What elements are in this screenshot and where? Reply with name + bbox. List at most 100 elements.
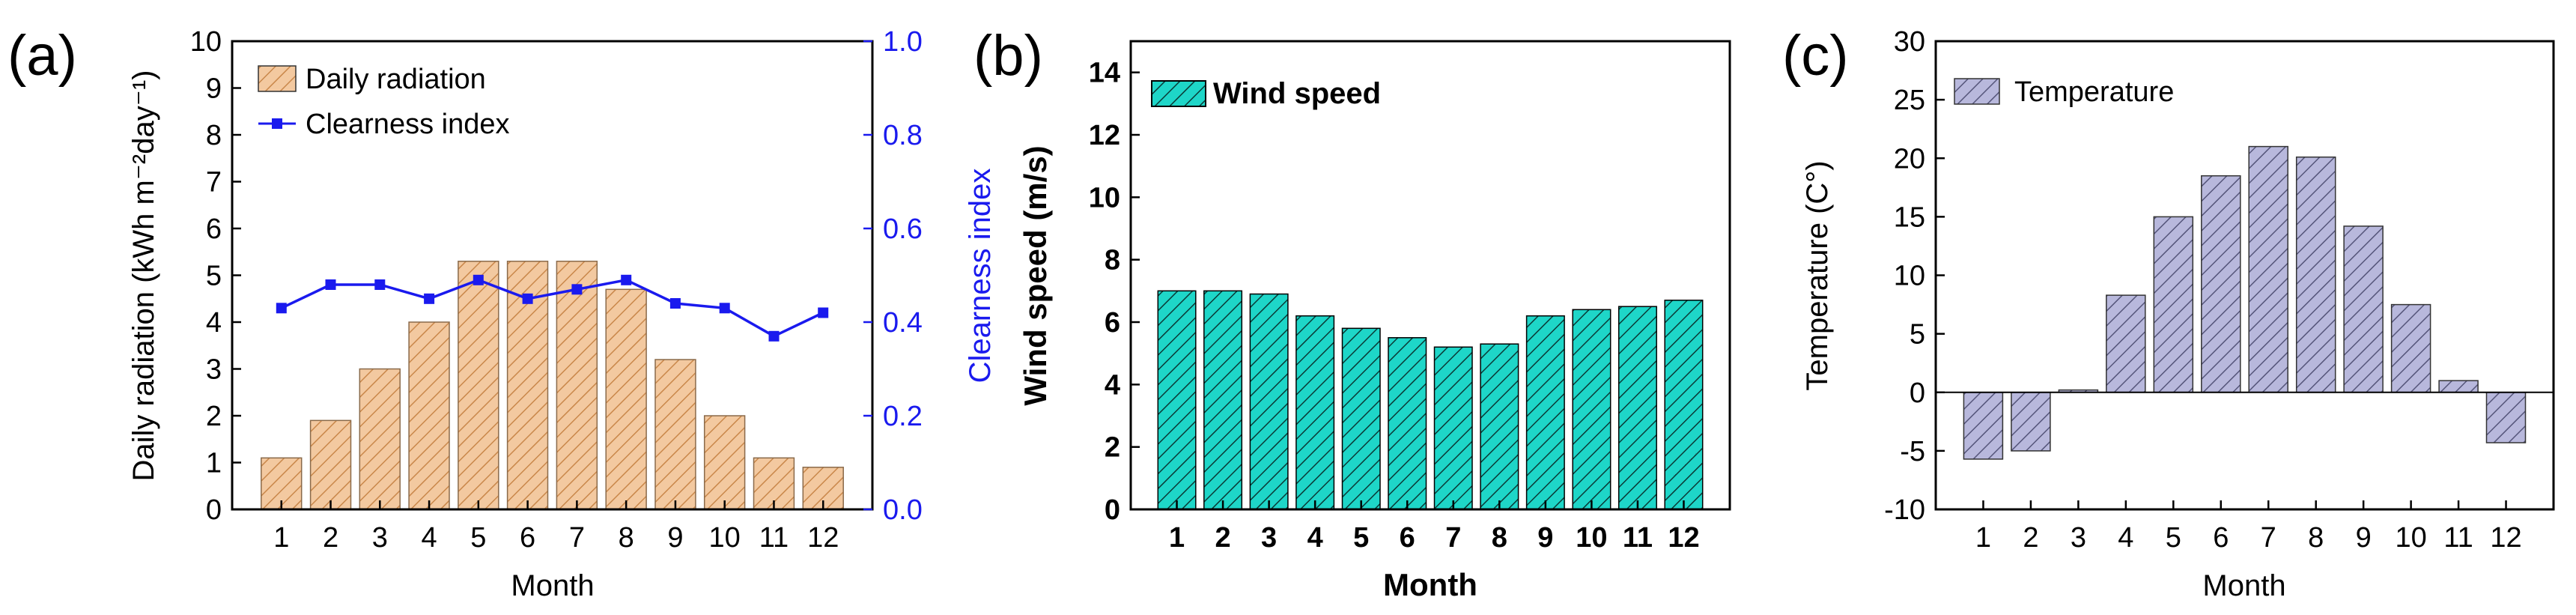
clearness-point-5 <box>473 274 484 285</box>
x-tick-label: 2 <box>323 522 338 554</box>
y-tick-label: 10 <box>1894 261 1925 292</box>
panel-a-x-ticks: 1 2 3 4 5 6 7 8 9 10 11 12 <box>273 500 839 554</box>
panel-b-y-ticks: 0 2 4 6 8 10 12 14 <box>1089 58 1140 526</box>
x-tick-label: 3 <box>372 522 388 554</box>
y2-tick-label: 0.4 <box>883 307 923 339</box>
panel-a-bars <box>261 261 844 510</box>
panel-a-legend: Daily radiation Clearness index <box>258 64 509 140</box>
panel-a-y2-axis-title: Clearness index <box>964 169 997 384</box>
bar-5 <box>2153 216 2194 393</box>
bar-4 <box>408 321 450 510</box>
panel-b-x-ticks: 1 2 3 4 5 6 7 8 9 10 11 12 <box>1169 500 1700 554</box>
clearness-point-3 <box>374 279 386 290</box>
panel-b-x-axis-title: Month <box>1383 567 1477 602</box>
x-tick-label: 10 <box>709 522 741 554</box>
x-tick-label: 3 <box>2071 522 2086 554</box>
clearness-point-6 <box>522 293 533 304</box>
bar-5 <box>458 261 499 510</box>
bar-10 <box>703 415 746 510</box>
legend-swatch-temperature <box>1954 78 2000 105</box>
bar-7 <box>556 261 598 510</box>
y-tick-label: 0 <box>1105 494 1120 526</box>
panel-b-plot-frame <box>1129 40 1731 511</box>
x-tick-label: 6 <box>520 522 535 554</box>
x-tick-label: 7 <box>1445 522 1461 554</box>
y-tick-label: 30 <box>1894 26 1925 58</box>
bar-6 <box>2201 175 2241 393</box>
x-tick-label: 2 <box>2023 522 2038 554</box>
panel-a-y-axis-title: Daily radiation (kWh m⁻²day⁻¹) <box>127 70 160 481</box>
x-tick-label: 4 <box>422 522 437 554</box>
x-tick-label: 12 <box>807 522 839 554</box>
bar-2 <box>2011 392 2051 452</box>
x-tick-label: 8 <box>2308 522 2324 554</box>
panel-a-y2-ticks: 0.0 0.2 0.4 0.6 0.8 1.0 <box>863 26 923 526</box>
y-tick-label: 25 <box>1894 85 1925 116</box>
x-tick-label: 7 <box>2261 522 2276 554</box>
clearness-point-11 <box>768 330 780 342</box>
x-tick-label: 4 <box>1307 522 1323 554</box>
panel-c-label: (c) <box>1782 24 1849 88</box>
bar-7 <box>2248 145 2288 393</box>
x-tick-label: 11 <box>2443 522 2473 554</box>
bar-10 <box>2390 303 2431 393</box>
x-tick-label: 12 <box>2490 522 2521 554</box>
panel-a-y-ticks: 0 1 2 3 4 5 6 7 8 9 10 <box>190 26 241 526</box>
y-tick-label: 14 <box>1089 58 1120 89</box>
y-tick-label: 20 <box>1894 143 1925 175</box>
clearness-point-7 <box>571 284 583 295</box>
panel-a-label: (a) <box>7 24 77 88</box>
y-tick-label: 7 <box>206 167 222 199</box>
bar-8 <box>1480 343 1519 510</box>
x-tick-label: 11 <box>1623 522 1653 554</box>
clearness-point-8 <box>621 274 632 285</box>
y-tick-label: 10 <box>190 26 222 58</box>
clearness-point-9 <box>669 298 681 309</box>
clearness-index-line <box>281 278 824 338</box>
panel-c-y-axis-title: Temperature (C°) <box>1801 160 1834 390</box>
x-tick-label: 1 <box>1975 522 1991 554</box>
bar-9 <box>1525 315 1565 510</box>
x-tick-label: 1 <box>273 522 289 554</box>
x-tick-label: 11 <box>759 522 789 554</box>
legend-swatch-wind-speed <box>1151 80 1206 107</box>
y-tick-label: 12 <box>1089 120 1120 151</box>
x-tick-label: 3 <box>1261 522 1277 554</box>
x-tick-label: 12 <box>1668 522 1699 554</box>
bar-8 <box>2295 156 2336 393</box>
panel-b-label: (b) <box>973 24 1043 88</box>
bar-9 <box>2343 225 2384 393</box>
bar-12 <box>2485 392 2527 443</box>
y-tick-label: 0 <box>1910 378 1925 409</box>
panel-c-y-ticks: -10 -5 0 5 10 15 20 25 30 <box>1884 26 1945 526</box>
bar-7 <box>1433 346 1473 510</box>
bar-11 <box>1617 306 1657 510</box>
y-tick-label: 5 <box>1910 319 1925 351</box>
bar-2 <box>1203 290 1243 510</box>
x-tick-label: 8 <box>1492 522 1507 554</box>
y-tick-label: 2 <box>206 401 222 432</box>
panel-c-bars <box>1963 145 2527 460</box>
x-tick-label: 1 <box>1169 522 1185 554</box>
y-tick-label: 8 <box>1105 245 1120 276</box>
clearness-point-1 <box>276 303 287 314</box>
bar-4 <box>1295 315 1335 510</box>
y-tick-label: 6 <box>1105 307 1120 339</box>
y-tick-label: 1 <box>206 448 222 479</box>
x-tick-label: 5 <box>1353 522 1369 554</box>
clearness-point-10 <box>719 303 730 314</box>
y-tick-label: 6 <box>206 213 222 245</box>
y2-tick-label: 0.6 <box>883 213 923 245</box>
y-tick-label: -5 <box>1900 436 1925 467</box>
y-tick-label: 5 <box>206 261 222 292</box>
x-tick-label: 9 <box>667 522 683 554</box>
panel-c-legend: Temperature <box>1954 76 2174 108</box>
clearness-point-2 <box>325 279 336 290</box>
x-tick-label: 2 <box>1215 522 1231 554</box>
x-tick-label: 10 <box>2395 522 2426 554</box>
x-tick-label: 7 <box>569 522 585 554</box>
